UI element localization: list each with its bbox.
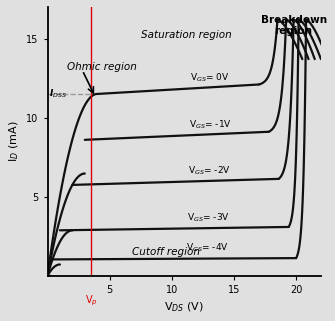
Text: V$_{GS}$= -1V: V$_{GS}$= -1V bbox=[189, 118, 232, 131]
X-axis label: V$_{DS}$ (V): V$_{DS}$ (V) bbox=[164, 300, 204, 314]
Text: V$_{GS}$= -2V: V$_{GS}$= -2V bbox=[188, 164, 231, 177]
Text: Saturation region: Saturation region bbox=[141, 30, 231, 40]
Text: V$_p$: V$_p$ bbox=[85, 293, 97, 308]
Text: Ohmic region: Ohmic region bbox=[67, 62, 137, 72]
Text: Cutoff region: Cutoff region bbox=[132, 247, 200, 257]
Y-axis label: I$_D$ (mA): I$_D$ (mA) bbox=[7, 121, 20, 162]
Text: V$_{GS}$= -4V: V$_{GS}$= -4V bbox=[186, 241, 229, 254]
Text: Breakdown
region: Breakdown region bbox=[261, 15, 327, 37]
Text: I$_{DSS}$: I$_{DSS}$ bbox=[49, 88, 67, 100]
Text: V$_{GS}$= 0V: V$_{GS}$= 0V bbox=[190, 71, 230, 84]
Text: V$_{GS}$= -3V: V$_{GS}$= -3V bbox=[187, 211, 229, 224]
